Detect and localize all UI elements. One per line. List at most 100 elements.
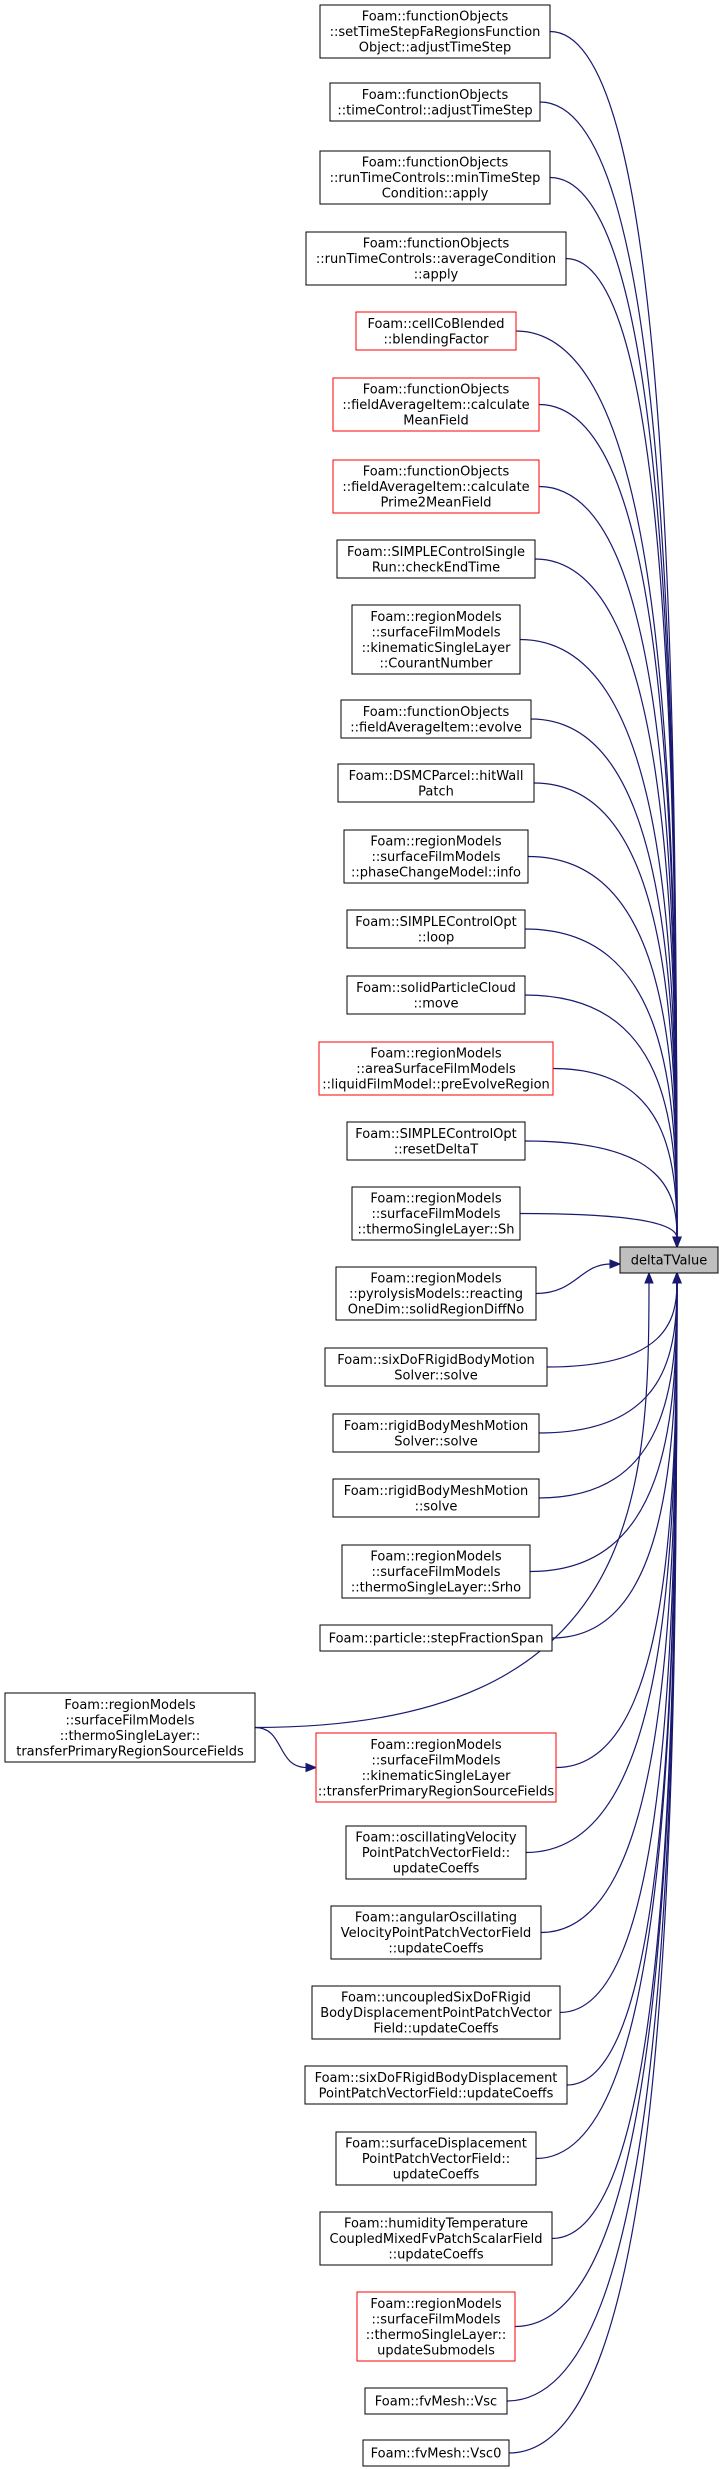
node-label-line: ::surfaceFilmModels (65, 1713, 194, 1728)
caller-node-foam-uncoupledsixdofrigidbodydisplacementpointpatchvectorfield-updatecoeffs[interactable]: Foam::uncoupledSixDoFRigidBodyDisplaceme… (311, 1985, 561, 2040)
node-label-line: BodyDisplacementPointPatchVector (320, 2006, 552, 2021)
node-label-line: ::loop (418, 930, 455, 945)
call-edges (254, 30, 682, 2454)
node-label-line: ::apply (414, 268, 459, 283)
node-box (364, 2387, 508, 2415)
caller-node-foam-regionmodels-surfacefilmmodels-phasechangemodel-info[interactable]: Foam::regionModels::surfaceFilmModels::p… (343, 829, 529, 884)
node-label-line: VelocityPointPatchVectorField (341, 1926, 531, 1941)
caller-node-foam-angularoscillatingvelocitypointpatchvectorfield-updatecoeffs[interactable]: Foam::angularOscillatingVelocityPointPat… (330, 1905, 542, 1960)
call-edge (566, 1271, 682, 2086)
node-label-line: deltaTValue (631, 1254, 708, 1269)
caller-node-foam-regionmodels-surfacefilmmodels-thermosinglelayer-updatesubmodels[interactable]: Foam::regionModels::surfaceFilmModels::t… (356, 2291, 516, 2362)
caller-node-foam-simplecontrolopt-loop[interactable]: Foam::SIMPLEControlOpt::loop (346, 909, 526, 949)
node-box (335, 1266, 537, 1321)
caller-node-foam-regionmodels-surfacefilmmodels-kinematicsinglelayer-transferprimaryregionsourcefields[interactable]: Foam::regionModels::surfaceFilmModels::k… (315, 1732, 557, 1803)
caller-node-foam-surfacedisplacementpointpatchvectorfield-updatecoeffs[interactable]: Foam::surfaceDisplacementPointPatchVecto… (335, 2131, 537, 2186)
target-node-deltatvalue[interactable]: deltaTValue (619, 1246, 719, 1274)
node-label-line: ::thermoSingleLayer::Srho (351, 1581, 521, 1596)
node-label-line: CoupledMixedFvPatchScalarField (330, 2232, 543, 2247)
arrow-head (644, 1271, 654, 1284)
node-label-line: updateCoeffs (393, 1862, 480, 1877)
caller-node-foam-regionmodels-surfacefilmmodels-kinematicsinglelayer-courantnumber[interactable]: Foam::regionModels::surfaceFilmModels::k… (351, 604, 521, 675)
caller-node-foam-functionobjects-settimestepfaregionsfunctionobject-adjusttimestep[interactable]: Foam::functionObjects::setTimeStepFaRegi… (319, 4, 551, 59)
node-box (351, 604, 521, 675)
node-label-line: Foam::regionModels (64, 1698, 196, 1713)
node-box (351, 1186, 521, 1241)
node-label-line: ::updateCoeffs (388, 1942, 484, 1957)
arrow-head (672, 1236, 682, 1249)
caller-node-foam-humiditytemperaturecoupledmixedfvpatchscalarfield-updatecoeffs[interactable]: Foam::humidityTemperatureCoupledMixedFvP… (319, 2211, 553, 2266)
node-box (319, 2211, 553, 2266)
node-label-line: Foam::functionObjects (362, 156, 509, 171)
call-edge (538, 1271, 682, 1434)
node-label-line: Foam::solidParticleCloud (356, 981, 516, 996)
node-label-line: Foam::sixDoFRigidBodyDisplacement (315, 2071, 558, 2086)
node-label-line: ::kinematicSingleLayer (362, 641, 511, 656)
node-box (319, 150, 551, 205)
caller-node-foam-particle-stepfractionspan[interactable]: Foam::particle::stepFractionSpan (319, 1624, 553, 1652)
caller-node-foam-solidparticlecloud-move[interactable]: Foam::solidParticleCloud::move (346, 975, 526, 1015)
node-label-line: Foam::angularOscillating (355, 1911, 517, 1926)
node-box (315, 1732, 557, 1803)
node-label-line: Field::updateCoeffs (373, 2022, 499, 2037)
node-label-line: Foam::SIMPLEControlOpt (355, 1127, 517, 1142)
node-box (335, 2131, 537, 2186)
arrow-head (609, 1259, 622, 1269)
caller-node-foam-functionobjects-fieldaverageitem-evolve[interactable]: Foam::functionObjects::fieldAverageItem:… (340, 699, 532, 739)
node-label-line: Condition::apply (382, 187, 489, 202)
caller-node-foam-simplecontrolopt-resetdeltat[interactable]: Foam::SIMPLEControlOpt::resetDeltaT (346, 1121, 526, 1161)
node-label-line: Foam::functionObjects (363, 237, 510, 252)
node-box (346, 909, 526, 949)
caller-node-foam-regionmodels-surfacefilmmodels-thermosinglelayer-sh[interactable]: Foam::regionModels::surfaceFilmModels::t… (351, 1186, 521, 1241)
node-box (329, 82, 541, 122)
node-label-line: Foam::surfaceDisplacement (345, 2137, 527, 2152)
call-edge (549, 30, 682, 1249)
node-label-line: Foam::functionObjects (362, 88, 509, 103)
node-box (319, 1624, 553, 1652)
node-label-line: Foam::regionModels (370, 1272, 502, 1287)
caller-node-foam-fvmesh-vsc[interactable]: Foam::fvMesh::Vsc (364, 2387, 508, 2415)
node-box (311, 1985, 561, 2040)
caller-node-foam-rigidbodymeshmotion-solve[interactable]: Foam::rigidBodyMeshMotion::solve (332, 1478, 540, 1518)
node-label-line: ::thermoSingleLayer:: (60, 1729, 201, 1744)
node-label-line: Solver::solve (394, 1368, 477, 1383)
node-label-line: MeanField (403, 414, 468, 429)
node-label-line: Foam::fvMesh::Vsc (375, 2395, 497, 2410)
caller-node-foam-regionmodels-surfacefilmmodels-thermosinglelayer-srho[interactable]: Foam::regionModels::surfaceFilmModels::t… (341, 1544, 531, 1599)
node-label-line: ::updateCoeffs (388, 2248, 484, 2263)
node-label-line: PointPatchVectorField:: (362, 2152, 510, 2167)
caller-node-foam-functionobjects-fieldaverageitem-calculateprime2meanfield[interactable]: Foam::functionObjects::fieldAverageItem:… (332, 459, 540, 514)
caller-node-foam-fvmesh-vsc0[interactable]: Foam::fvMesh::Vsc0 (362, 2439, 510, 2467)
node-box (330, 1905, 542, 1960)
node-label-line: ::transferPrimaryRegionSourceFields (318, 1784, 554, 1799)
node-label-line: ::surfaceFilmModels (371, 1753, 500, 1768)
node-label-line: ::thermoSingleLayer::Sh (357, 1223, 514, 1238)
caller-node-foam-functionobjects-runtimecontrols-averagecondition-apply[interactable]: Foam::functionObjects::runTimeControls::… (305, 231, 567, 286)
caller-node-foam-oscillatingvelocitypointpatchvectorfield-updatecoeffs[interactable]: Foam::oscillatingVelocityPointPatchVecto… (345, 1825, 527, 1880)
caller-node-foam-regionmodels-areasurfacefilmmodels-liquidfilmmodel-preevolveregion[interactable]: Foam::regionModels::areaSurfaceFilmModel… (318, 1041, 554, 1096)
node-label-line: ::surfaceFilmModels (371, 2312, 500, 2327)
node-label-line: ::surfaceFilmModels (371, 1207, 500, 1222)
caller-node-foam-functionobjects-timecontrol-adjusttimestep[interactable]: Foam::functionObjects::timeControl::adju… (329, 82, 541, 122)
node-label-line: Foam::SIMPLEControlSingle (347, 545, 525, 560)
caller-node-foam-functionobjects-fieldaverageitem-calculatemeanfield[interactable]: Foam::functionObjects::fieldAverageItem:… (332, 377, 540, 432)
caller-node-foam-sixdofrigidbodydisplacementpointpatchvectorfield-updatecoeffs[interactable]: Foam::sixDoFRigidBodyDisplacementPointPa… (304, 2065, 568, 2105)
call-edge (508, 1271, 682, 2454)
node-label-line: Foam::functionObjects (363, 465, 510, 480)
node-box (343, 829, 529, 884)
caller-node-foam-regionmodels-pyrolysismodels-reactingonedim-solidregiondiffno[interactable]: Foam::regionModels::pyrolysisModels::rea… (335, 1266, 537, 1321)
node-label-line: Foam::rigidBodyMeshMotion (344, 1419, 529, 1434)
caller-node-foam-simplecontrolsinglerun-checkendtime[interactable]: Foam::SIMPLEControlSingleRun::checkEndTi… (336, 539, 536, 579)
caller-node-foam-cellcoblended-blendingfactor[interactable]: Foam::cellCoBlended::blendingFactor (355, 311, 517, 351)
node-label-line: Object::adjustTimeStep (359, 41, 511, 56)
node-label-line: ::pyrolysisModels::reacting (349, 1287, 523, 1302)
caller-node-foam-regionmodels-surfacefilmmodels-thermosinglelayer-transferprimaryregionsourcefields[interactable]: Foam::regionModels::surfaceFilmModels::t… (4, 1692, 256, 1763)
call-edge (254, 1271, 654, 1729)
node-label-line: updateSubmodels (377, 2343, 495, 2358)
node-label-line: ::resetDeltaT (394, 1142, 478, 1157)
caller-node-foam-functionobjects-runtimecontrols-mintimestepcondition-apply[interactable]: Foam::functionObjects::runTimeControls::… (319, 150, 551, 205)
call-edge (552, 1067, 682, 1249)
